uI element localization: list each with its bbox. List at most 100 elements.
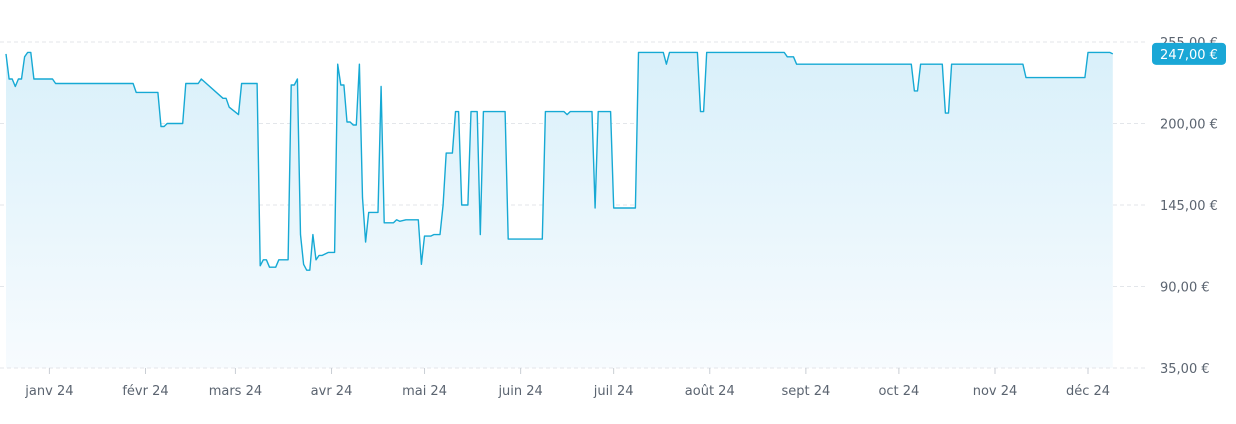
price-point: [135, 91, 137, 93]
price-point: [262, 259, 264, 261]
price-point: [299, 233, 301, 235]
price-point: [256, 82, 258, 84]
price-point: [637, 51, 639, 53]
price-point: [476, 110, 478, 112]
x-tick-label: mars 24: [209, 384, 262, 399]
x-tick-label: avr 24: [311, 384, 353, 399]
x-tick-label: déc 24: [1066, 384, 1110, 399]
y-tick-label: 90,00 €: [1160, 281, 1210, 296]
price-line: [5, 51, 1114, 271]
price-point: [287, 259, 289, 261]
x-tick-label: oct 24: [878, 384, 919, 399]
price-point: [947, 112, 949, 114]
price-point: [417, 219, 419, 221]
price-point: [352, 124, 354, 126]
price-point: [17, 78, 19, 80]
price-point: [461, 204, 463, 206]
y-tick-label: 35,00 €: [1160, 362, 1210, 377]
price-point: [5, 53, 7, 55]
price-point: [8, 78, 10, 80]
price-point: [544, 110, 546, 112]
price-point: [228, 106, 230, 108]
price-point: [197, 82, 199, 84]
price-point: [275, 266, 277, 268]
price-point: [702, 110, 704, 112]
price-point: [380, 85, 382, 87]
price-point: [33, 78, 35, 80]
price-point: [1025, 76, 1027, 78]
x-tick-label: sept 24: [781, 384, 830, 399]
price-point: [309, 269, 311, 271]
price-point: [355, 124, 357, 126]
price-point: [312, 233, 314, 235]
x-axis: janv 24 févr 24 mars 24 avr 24 mai 24 juin 24…: [0, 367, 1148, 399]
price-point: [1084, 76, 1086, 78]
price-point: [265, 259, 267, 261]
price-point: [430, 235, 432, 237]
price-point: [268, 266, 270, 268]
price-point: [786, 56, 788, 58]
price-point: [848, 63, 850, 65]
price-point: [225, 97, 227, 99]
price-point: [222, 97, 224, 99]
price-point: [349, 121, 351, 123]
price-point: [54, 82, 56, 84]
price-point: [42, 78, 44, 80]
price-point: [634, 207, 636, 209]
x-tick-label: juil 24: [593, 384, 634, 399]
price-point: [240, 82, 242, 84]
price-point: [340, 84, 342, 86]
price-point: [569, 110, 571, 112]
price-point: [237, 113, 239, 115]
price-point: [919, 63, 921, 65]
price-point: [609, 110, 611, 112]
price-point: [423, 235, 425, 237]
price-point: [259, 265, 261, 267]
price-point: [293, 84, 295, 86]
price-point: [337, 63, 339, 65]
price-point: [470, 110, 472, 112]
price-point: [361, 196, 363, 198]
price-point: [132, 82, 134, 84]
price-point: [11, 78, 13, 80]
price-point: [792, 56, 794, 58]
price-area: [6, 52, 1113, 369]
price-point: [383, 222, 385, 224]
price-point: [1112, 53, 1114, 55]
price-point: [454, 110, 456, 112]
price-point: [913, 90, 915, 92]
y-axis: 255,00 €200,00 €145,00 €90,00 €35,00 €: [1160, 36, 1218, 377]
price-point: [482, 110, 484, 112]
price-point: [1053, 76, 1055, 78]
price-point: [333, 251, 335, 253]
price-point: [612, 207, 614, 209]
price-point: [944, 112, 946, 114]
price-point: [20, 78, 22, 80]
price-point: [327, 251, 329, 253]
price-point: [110, 82, 112, 84]
price-point: [160, 125, 162, 127]
price-point: [1022, 63, 1024, 65]
price-point: [420, 263, 422, 265]
price-point: [705, 51, 707, 53]
price-point: [594, 207, 596, 209]
price-point: [51, 78, 53, 80]
price-point: [166, 122, 168, 124]
price-point: [916, 90, 918, 92]
price-point: [504, 110, 506, 112]
price-point: [318, 254, 320, 256]
current-price-badge-bg: [1152, 42, 1226, 65]
x-tick-label: janv 24: [24, 384, 73, 399]
price-point: [368, 211, 370, 213]
price-point: [343, 84, 345, 86]
price-point: [200, 78, 202, 80]
y-tick-label: 145,00 €: [1160, 199, 1218, 214]
price-point: [30, 51, 32, 53]
price-point: [1108, 51, 1110, 53]
price-point: [302, 263, 304, 265]
price-point: [541, 238, 543, 240]
price-point: [321, 254, 323, 256]
price-point: [795, 63, 797, 65]
price-point: [783, 51, 785, 53]
